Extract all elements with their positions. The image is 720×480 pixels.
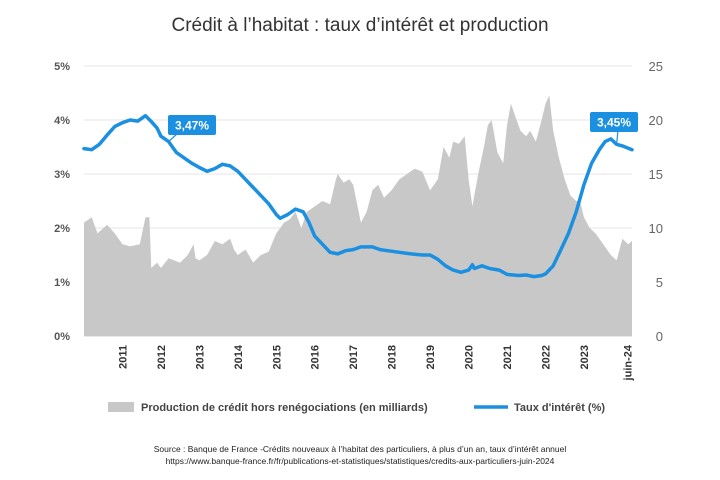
x-tick-label: 2014 xyxy=(233,344,245,369)
x-tick-label: juin-24 xyxy=(622,344,634,381)
x-tick-label: 2022 xyxy=(541,345,553,369)
y-left-tick-label: 0% xyxy=(54,331,70,343)
source-line-2: https://www.banque-france.fr/fr/publicat… xyxy=(166,456,555,466)
x-tick-label: 2012 xyxy=(156,345,168,369)
legend-label-rate: Taux d'intérêt (%) xyxy=(514,402,605,414)
x-tick-label: 2021 xyxy=(502,345,514,369)
y-right-tick-label: 15 xyxy=(649,167,663,182)
x-tick-label: 2020 xyxy=(464,345,476,369)
y-left-tick-label: 2% xyxy=(54,223,70,235)
callouts: 3,47% 3,45% xyxy=(168,112,638,145)
x-tick-label: 2013 xyxy=(194,345,206,369)
y-left-tick-label: 4% xyxy=(54,115,70,127)
callout-box xyxy=(590,112,638,132)
y-right-tick-label: 20 xyxy=(649,113,663,128)
x-tick-label: 2019 xyxy=(425,345,437,369)
callout-label: 3,45% xyxy=(597,116,631,130)
x-tick-label: 2018 xyxy=(387,345,399,369)
legend-label-production: Production de crédit hors renégociations… xyxy=(141,402,428,414)
y-axis-right: 0 5 10 15 20 25 xyxy=(649,59,663,344)
y-axis-left: 0% 1% 2% 3% 4% 5% xyxy=(54,61,70,343)
legend: Production de crédit hors renégociations… xyxy=(108,402,605,414)
callout-box xyxy=(168,115,216,135)
rate-line xyxy=(82,113,634,279)
x-tick-label: 2011 xyxy=(118,345,130,369)
y-right-tick-label: 5 xyxy=(656,275,663,290)
x-tick-label: 2015 xyxy=(271,345,283,369)
y-right-tick-label: 0 xyxy=(656,329,663,344)
y-left-tick-label: 5% xyxy=(54,61,70,73)
source-line-1: Source : Banque de France -Crédits nouve… xyxy=(154,444,567,454)
x-tick-label: 2016 xyxy=(310,345,322,369)
y-left-tick-label: 3% xyxy=(54,169,70,181)
callout-connector xyxy=(616,129,619,145)
y-right-tick-label: 25 xyxy=(649,59,663,74)
y-right-tick-label: 10 xyxy=(649,221,663,236)
chart-title: Crédit à l’habitat : taux d’intérêt et p… xyxy=(171,15,548,36)
production-area xyxy=(84,95,632,336)
x-axis: 2011 2012 2013 2014 2015 2016 2017 2018 2019 2020… xyxy=(118,344,635,381)
x-tick-label: 2017 xyxy=(348,345,360,369)
legend-swatch-area xyxy=(108,402,134,412)
y-left-tick-label: 1% xyxy=(54,277,70,289)
callout-label: 3,47% xyxy=(175,119,209,133)
x-tick-label: 2023 xyxy=(579,345,591,369)
